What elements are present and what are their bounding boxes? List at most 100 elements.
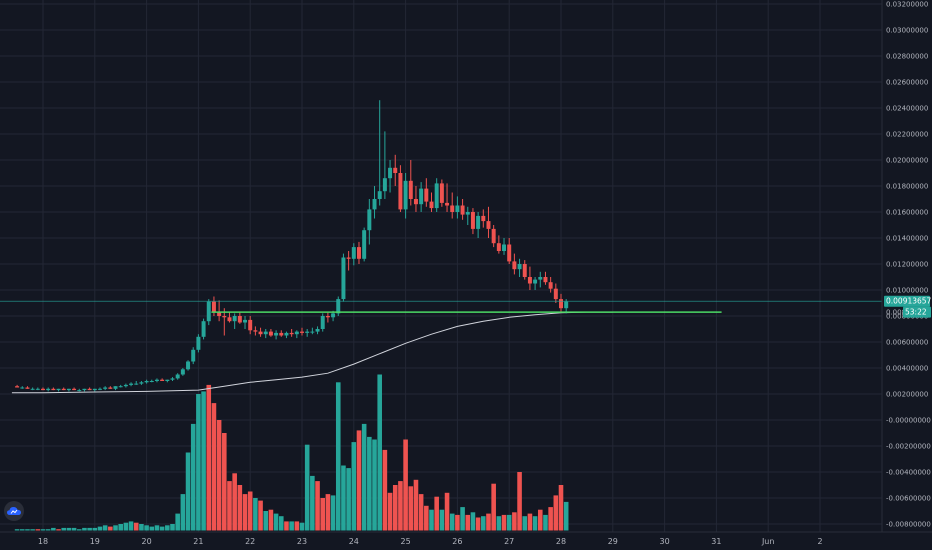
volume-bar bbox=[491, 483, 496, 531]
volume-bar bbox=[418, 494, 424, 531]
candle-body bbox=[356, 247, 361, 259]
candle-body bbox=[51, 388, 56, 391]
candle-body bbox=[248, 319, 253, 331]
time-tick-label: 28 bbox=[556, 537, 566, 546]
candle-body bbox=[413, 199, 418, 205]
candle-body bbox=[66, 388, 71, 391]
candle-body bbox=[372, 199, 377, 210]
volume-bar bbox=[449, 513, 455, 531]
price-axis[interactable]: 0.03200000 0.03000000 0.02800000 0.02600000… bbox=[886, 1, 931, 529]
volume-bar bbox=[102, 525, 108, 531]
time-tick-label: 29 bbox=[608, 537, 618, 546]
volume-bar bbox=[154, 525, 160, 531]
volume-bar bbox=[387, 492, 393, 531]
time-tick-label: 24 bbox=[349, 537, 359, 546]
candle-body bbox=[486, 221, 491, 229]
time-tick-label: 21 bbox=[193, 537, 203, 546]
candle-body bbox=[25, 387, 30, 389]
volume-bar bbox=[180, 494, 186, 531]
volume-bar bbox=[66, 527, 72, 531]
price-tick-label: 0.03000000 bbox=[886, 27, 928, 35]
volume-bar bbox=[486, 513, 491, 531]
candle-body bbox=[154, 379, 159, 381]
volume-bar bbox=[159, 526, 165, 531]
time-tick-label: 27 bbox=[504, 537, 514, 546]
volume-bar bbox=[320, 498, 326, 531]
time-tick-label: 20 bbox=[142, 537, 152, 546]
candle-body bbox=[253, 330, 258, 332]
candle-body bbox=[305, 331, 310, 333]
volume-bar bbox=[496, 516, 502, 531]
candle-body bbox=[445, 202, 450, 206]
candle-body bbox=[160, 379, 165, 381]
volume-bar bbox=[330, 495, 336, 531]
last-price-tag bbox=[884, 295, 930, 307]
volume-bar bbox=[30, 529, 35, 531]
candle-body bbox=[77, 390, 82, 392]
volume-bar bbox=[413, 479, 419, 531]
volume-bar bbox=[144, 525, 149, 531]
candle-body bbox=[284, 332, 289, 336]
candle-body bbox=[61, 388, 66, 391]
candle-body bbox=[56, 388, 61, 391]
candle-body bbox=[429, 201, 434, 209]
volume-bar bbox=[460, 507, 465, 531]
volume-bar bbox=[149, 526, 155, 531]
volume-bar bbox=[278, 516, 284, 531]
tradingview-logo[interactable] bbox=[4, 501, 24, 521]
time-axis[interactable]: 18 19 20 21 22 23 24 25 26 27 28 29 30 31 Jun 2 bbox=[38, 537, 823, 546]
candle-body bbox=[325, 316, 330, 318]
candle-body bbox=[211, 301, 216, 313]
volume-bar bbox=[61, 527, 67, 531]
volume-bar bbox=[263, 511, 269, 531]
volume-bar bbox=[527, 513, 533, 531]
candle-body bbox=[227, 317, 232, 322]
volume-bar bbox=[289, 521, 294, 531]
price-axis-panel[interactable] bbox=[882, 0, 932, 532]
volume-bar bbox=[185, 452, 191, 531]
candle-body bbox=[191, 349, 196, 362]
volume-bar bbox=[377, 374, 382, 531]
volume-bar bbox=[273, 513, 279, 531]
moving-average-path bbox=[11, 311, 613, 394]
price-tick-label: 0.01400000 bbox=[886, 235, 928, 243]
price-tick-label: 0.03200000 bbox=[886, 1, 928, 9]
volume-bar bbox=[429, 509, 434, 531]
candle-body bbox=[92, 388, 97, 391]
candle-body bbox=[460, 205, 465, 215]
time-tick-label: Jun bbox=[761, 537, 775, 546]
volume-bar bbox=[481, 516, 486, 531]
candle-body bbox=[465, 212, 470, 215]
candle-body bbox=[35, 388, 40, 390]
candle-body bbox=[118, 386, 123, 388]
volume-bar bbox=[165, 525, 170, 531]
candle-body bbox=[553, 288, 558, 300]
volume-bar bbox=[382, 449, 388, 531]
candle-body bbox=[165, 379, 170, 381]
candle-body bbox=[20, 387, 25, 389]
volume-bar bbox=[310, 475, 315, 531]
candle-body bbox=[398, 173, 403, 210]
candle-body bbox=[87, 388, 92, 391]
candle-body bbox=[180, 369, 185, 375]
volume-bar bbox=[139, 524, 144, 531]
time-axis-panel[interactable] bbox=[0, 532, 932, 550]
candle-body bbox=[408, 180, 413, 199]
price-tick-label: 0.00600000 bbox=[886, 339, 928, 347]
candle-body bbox=[294, 331, 299, 335]
candle-body bbox=[455, 205, 460, 212]
time-tick-label: 25 bbox=[401, 537, 411, 546]
volume-bar bbox=[76, 529, 82, 531]
volume-bar bbox=[304, 444, 310, 531]
candle-body bbox=[362, 230, 367, 259]
candle-body bbox=[243, 319, 248, 323]
grid-lines bbox=[0, 0, 882, 532]
volume-bar bbox=[247, 491, 253, 531]
candle-body bbox=[491, 228, 496, 244]
candle-body bbox=[268, 331, 273, 336]
candle-body bbox=[279, 332, 284, 336]
volume-bar bbox=[175, 513, 180, 531]
volume-bar bbox=[201, 391, 206, 531]
candle-body bbox=[196, 336, 201, 350]
